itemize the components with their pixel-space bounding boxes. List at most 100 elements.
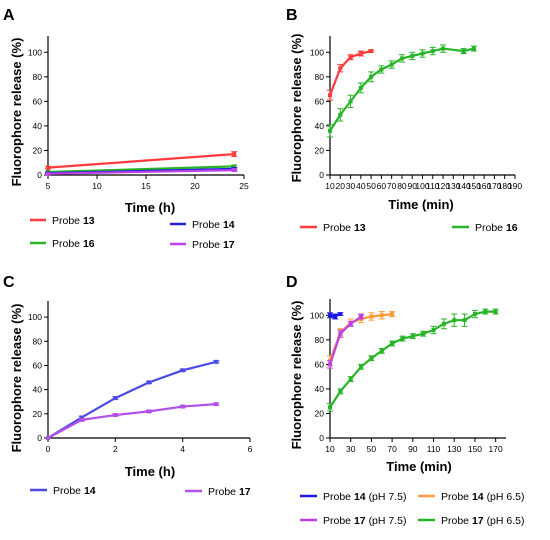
y-tick-label: 100: [28, 312, 42, 322]
legend-label: Probe: [323, 491, 351, 503]
svg-text:Probe 14: Probe 14: [192, 219, 235, 231]
x-tick-label: 0: [46, 444, 51, 454]
y-tick-label: 100: [28, 47, 42, 57]
y-tick-label: 40: [33, 385, 43, 395]
data-point: [471, 46, 476, 51]
x-axis-title-a: Time (h): [125, 200, 175, 215]
data-point: [452, 318, 457, 323]
data-point: [113, 396, 118, 401]
x-tick-label: 50: [367, 444, 377, 454]
x-tick-label: 80: [397, 181, 407, 191]
legend-c: Probe 14 Probe 17: [30, 485, 251, 498]
x-tick-label: 2: [113, 444, 118, 454]
legend-label: Probe: [323, 515, 351, 527]
data-point: [348, 99, 353, 104]
data-series: [327, 49, 375, 101]
legend-label: Probe: [208, 486, 236, 498]
data-point: [328, 128, 332, 133]
chart-panel-a: 0 20 40 60 80 100 5 10 15 20 25: [28, 36, 249, 191]
data-point: [328, 362, 332, 367]
svg-text:Probe 14 (pH 6.5): Probe 14 (pH 6.5): [441, 491, 525, 503]
y-axis-title-b: Fluorophore release (%): [289, 34, 304, 183]
x-tick-label: 20: [190, 181, 200, 191]
data-point: [359, 314, 364, 319]
x-tick-label: 130: [447, 444, 461, 454]
data-series: [327, 311, 396, 367]
x-tick-label: 160: [477, 181, 491, 191]
legend-suffix: (pH 6.5): [487, 515, 525, 527]
data-point: [461, 49, 466, 54]
data-point: [431, 328, 436, 332]
legend-suffix: (pH 7.5): [369, 515, 407, 527]
x-tick-label: 10: [325, 181, 335, 191]
legend-label: Probe: [53, 485, 81, 497]
y-axis-title-c: Fluorophore release (%): [9, 304, 24, 453]
y-tick-label: 0: [37, 170, 42, 180]
legend-item: Probe 17 (pH 7.5): [300, 515, 407, 527]
x-tick-label: 50: [366, 181, 376, 191]
legend-item: Probe 17: [170, 239, 235, 251]
data-point: [462, 318, 467, 323]
data-point: [348, 377, 353, 382]
data-series: [45, 151, 238, 170]
data-point: [333, 314, 338, 319]
data-point: [232, 152, 237, 157]
legend-label: Probe: [441, 491, 469, 503]
data-point: [328, 93, 332, 98]
legend-item: Probe 16: [30, 238, 95, 250]
legend-item: Probe 14: [170, 219, 235, 231]
data-point: [420, 51, 425, 56]
panel-label-a: A: [3, 7, 15, 24]
data-point: [399, 56, 404, 61]
legend-number: 14: [84, 485, 96, 497]
chart-panel-c: 0 20 40 60 80 100 0 2 4 6: [28, 301, 253, 454]
x-axis-title-c: Time (h): [125, 464, 175, 479]
x-tick-label: 180: [498, 181, 512, 191]
data-point: [441, 321, 446, 326]
data-point: [400, 336, 405, 341]
data-point: [472, 312, 477, 317]
legend-item: Probe 17: [185, 486, 251, 498]
legend-item: Probe 17 (pH 6.5): [418, 515, 525, 527]
y-tick-label: 80: [33, 336, 43, 346]
legend-b: Probe 13 Probe 16: [300, 222, 518, 234]
legend-label: Probe: [192, 239, 220, 251]
data-point: [390, 312, 395, 317]
data-point: [338, 112, 343, 117]
x-tick-label: 170: [487, 181, 501, 191]
x-tick-label: 15: [141, 181, 151, 191]
legend-number: 17: [472, 515, 484, 527]
y-tick-label: 20: [315, 408, 325, 418]
legend-suffix: (pH 7.5): [369, 491, 407, 503]
legend-item: Probe 14: [30, 485, 96, 497]
y-axis-title-d: Fluorophore release (%): [289, 301, 304, 450]
x-tick-label: 25: [239, 181, 249, 191]
y-tick-label: 80: [33, 72, 43, 82]
legend-label: Probe: [323, 222, 351, 234]
x-tick-label: 20: [336, 181, 346, 191]
data-series: [45, 168, 238, 176]
y-tick-label: 60: [33, 360, 43, 370]
data-point: [232, 164, 237, 169]
x-tick-label: 30: [346, 181, 356, 191]
data-point: [113, 413, 118, 418]
data-series: [46, 359, 220, 440]
x-tick-label: 110: [427, 444, 441, 454]
legend-number: 14: [354, 491, 366, 503]
x-tick-label: 60: [377, 181, 387, 191]
data-point: [328, 405, 332, 410]
svg-text:Probe 14: Probe 14: [53, 485, 96, 497]
data-point: [369, 314, 374, 319]
data-point: [410, 53, 415, 58]
x-tick-label: 120: [436, 181, 450, 191]
x-tick-label: 40: [356, 181, 366, 191]
panel-label-d: D: [286, 274, 298, 291]
legend-item: Probe 13: [300, 222, 366, 234]
data-point: [348, 321, 353, 326]
x-tick-label: 30: [346, 444, 356, 454]
data-point: [348, 55, 353, 60]
data-point: [379, 348, 384, 353]
panel-label-b: B: [286, 7, 298, 24]
series-line: [47, 165, 235, 174]
